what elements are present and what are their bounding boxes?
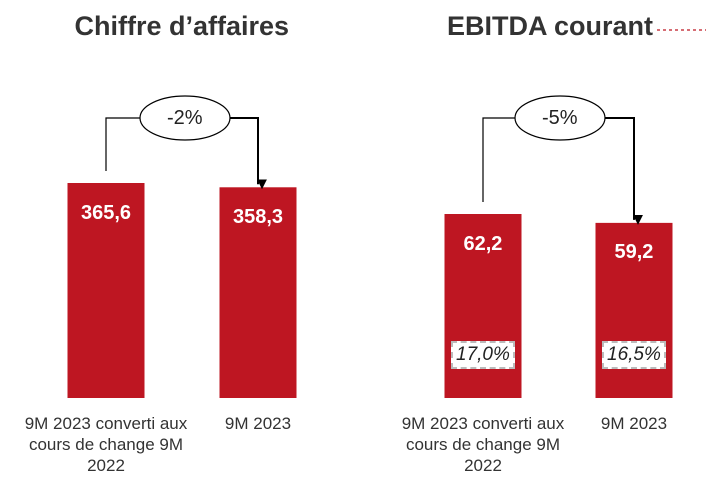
value-label: 59,2 — [614, 241, 654, 264]
chart-title: EBITDA courant — [447, 10, 654, 41]
annotation-ellipse — [514, 95, 606, 141]
bracket-arrow — [230, 117, 267, 190]
x-tick-label: 9M 2023 converti aux cours de change 9M … — [401, 414, 565, 475]
annotation: -2% — [167, 106, 203, 129]
annotation-ellipse — [139, 95, 231, 141]
annotation: -5% — [542, 106, 578, 129]
margin-label: 16,5% — [602, 341, 666, 369]
bracket-arrow — [605, 117, 643, 225]
value-label: 365,6 — [81, 201, 132, 224]
x-tick-label: 9M 2023 — [224, 414, 292, 433]
chart-title: Chiffre d’affaires — [74, 10, 290, 41]
value-label: 62,2 — [463, 232, 503, 255]
x-tick-label: 9M 2023 — [600, 414, 668, 433]
margin-label: 17,0% — [451, 341, 515, 369]
bracket — [105, 117, 140, 171]
bar — [219, 187, 297, 398]
bracket — [482, 117, 515, 202]
x-tick-label: 9M 2023 converti aux cours de change 9M … — [24, 414, 188, 475]
bar — [67, 183, 145, 398]
value-label: 358,3 — [233, 205, 284, 228]
